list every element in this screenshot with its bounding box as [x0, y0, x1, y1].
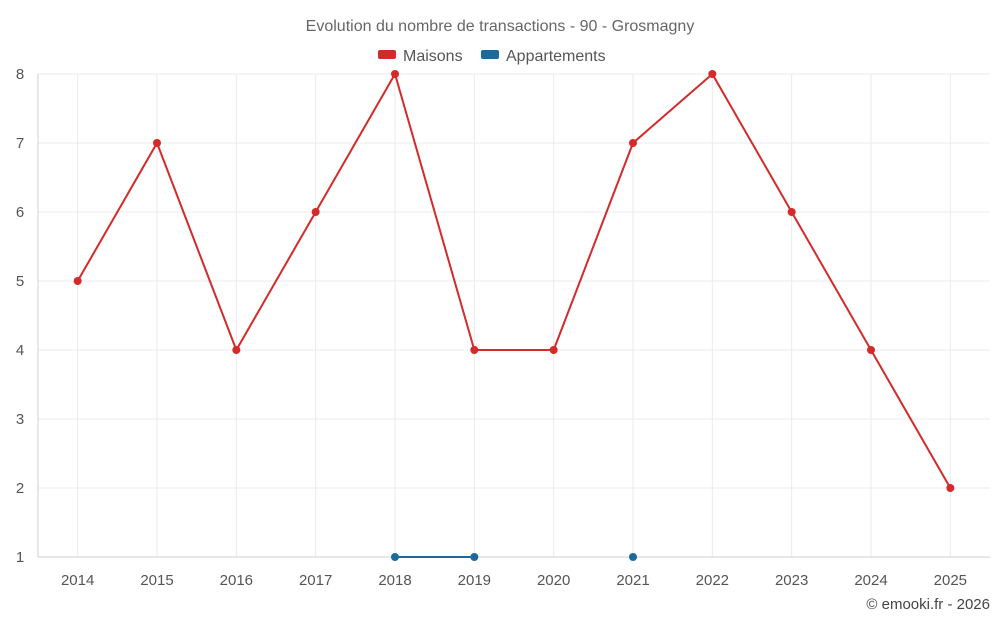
legend-item-appartements[interactable]: Appartements [481, 48, 606, 65]
x-tick-label: 2017 [299, 572, 332, 589]
series [73, 70, 955, 561]
legend-swatch-appartements [481, 50, 499, 59]
y-tick-label: 5 [16, 273, 24, 290]
legend-label-appartements: Appartements [506, 48, 606, 65]
data-point-maisons[interactable] [549, 346, 558, 354]
legend: Maisons Appartements [378, 48, 606, 65]
data-point-maisons[interactable] [232, 346, 241, 354]
data-point-maisons[interactable] [629, 139, 637, 147]
x-tick-label: 2019 [458, 572, 491, 589]
x-tick-label: 2016 [220, 572, 253, 589]
y-tick-label: 7 [16, 135, 24, 152]
x-tick-label: 2014 [61, 572, 94, 589]
x-tick-label: 2025 [934, 572, 967, 589]
y-tick-label: 3 [16, 411, 24, 428]
y-tick-label: 6 [16, 204, 24, 221]
axes: 1 2 3 4 5 6 7 8 2014 2015 2016 2017 2018 2019 2020 2021… [16, 66, 990, 589]
data-point-appartements[interactable] [470, 553, 479, 561]
x-tick-label: 2022 [696, 572, 729, 589]
x-tick-label: 2018 [378, 572, 411, 589]
legend-swatch-maisons [378, 50, 396, 59]
data-point-maisons[interactable] [470, 346, 479, 354]
x-tick-label: 2023 [775, 572, 808, 589]
data-point-appartements[interactable] [629, 553, 637, 561]
x-tick-label: 2021 [616, 572, 649, 589]
credit-text: © emooki.fr - 2026 [866, 596, 990, 613]
y-tick-label: 1 [16, 549, 24, 566]
grid [38, 73, 990, 558]
data-point-maisons[interactable] [391, 70, 399, 78]
data-point-maisons[interactable] [73, 277, 82, 285]
y-tick-label: 4 [16, 342, 24, 359]
data-point-maisons[interactable] [867, 346, 875, 354]
data-point-maisons[interactable] [787, 208, 796, 216]
x-tick-label: 2015 [140, 572, 173, 589]
series-appartements [391, 553, 637, 561]
y-tick-label: 8 [16, 66, 24, 83]
data-point-maisons[interactable] [153, 139, 161, 147]
data-point-appartements[interactable] [391, 553, 399, 561]
data-point-maisons[interactable] [708, 70, 717, 78]
x-tick-label: 2024 [854, 572, 887, 589]
y-tick-label: 2 [16, 480, 24, 497]
series-maisons [73, 70, 955, 492]
legend-label-maisons: Maisons [403, 48, 463, 65]
data-point-maisons[interactable] [946, 484, 955, 492]
x-tick-label: 2020 [537, 572, 570, 589]
legend-item-maisons[interactable]: Maisons [378, 48, 463, 65]
series-line-maisons [76, 73, 952, 489]
data-point-maisons[interactable] [311, 208, 320, 216]
chart-title: Evolution du nombre de transactions - 90… [306, 18, 695, 35]
